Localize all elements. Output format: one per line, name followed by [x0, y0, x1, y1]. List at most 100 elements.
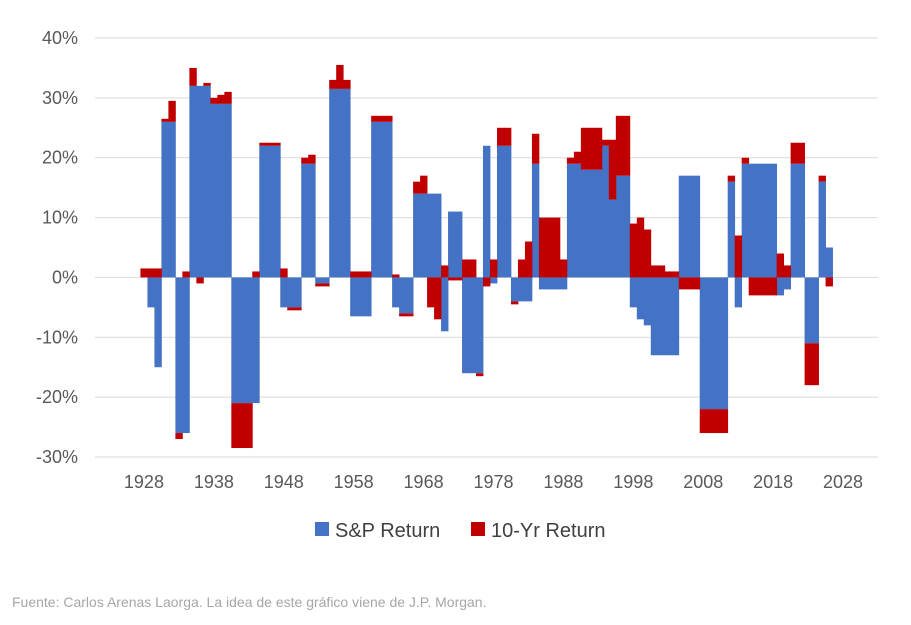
bar-sp-return — [741, 163, 750, 278]
bar-sp-return — [210, 103, 218, 278]
bar-10yr-return — [706, 409, 715, 434]
bar-sp-return — [182, 277, 190, 434]
bar-sp-return — [301, 163, 309, 278]
bar-10yr-return — [294, 307, 302, 311]
bar-10yr-return — [762, 277, 771, 296]
x-tick-label: 1958 — [334, 472, 374, 492]
bar-10yr-return — [699, 409, 708, 434]
bar-10yr-return — [175, 433, 183, 440]
bar-10yr-return — [622, 115, 631, 176]
bar-sp-return — [175, 277, 183, 434]
bar-10yr-return — [720, 409, 729, 434]
bar-10yr-return — [559, 259, 568, 278]
bar-10yr-return — [580, 127, 589, 170]
bar-10yr-return — [608, 139, 617, 200]
bar-sp-return — [231, 277, 239, 404]
bar-sp-return — [811, 277, 819, 344]
bar-sp-return — [406, 277, 414, 314]
bar-10yr-return — [469, 259, 477, 278]
x-tick-label: 1928 — [124, 472, 164, 492]
bar-sp-return — [552, 277, 561, 290]
bar-10yr-return — [441, 265, 449, 278]
bar-10yr-return — [552, 217, 561, 278]
bar-sp-return — [825, 247, 833, 278]
bar-sp-return — [448, 211, 456, 278]
bar-sp-return — [196, 85, 204, 278]
bar-sp-return — [168, 121, 176, 278]
y-axis-tick-labels: -30% -20% -10% 0% 10% 20% 30% 40% — [36, 28, 78, 467]
bar-10yr-return — [510, 301, 519, 305]
bar-10yr-return — [685, 277, 694, 290]
bar-sp-return — [650, 277, 659, 356]
bar-10yr-return — [769, 277, 778, 296]
bar-sp-return — [189, 85, 197, 278]
bar-10yr-return — [350, 271, 358, 278]
bar-10yr-return — [783, 265, 792, 278]
bar-10yr-return — [531, 133, 540, 164]
bar-10yr-return — [462, 259, 470, 278]
source-note: Fuente: Carlos Arenas Laorga. La idea de… — [12, 594, 487, 610]
bar-10yr-return — [748, 277, 757, 296]
bar-sp-return — [469, 277, 477, 374]
bar-sp-return — [671, 277, 680, 356]
bar-10yr-return — [538, 217, 547, 278]
bar-sp-return — [455, 211, 463, 278]
bar-10yr-return — [217, 94, 225, 104]
bar-sp-return — [238, 277, 246, 404]
bar-sp-return — [294, 277, 302, 308]
bar-sp-return — [629, 277, 638, 308]
bar-sp-return — [224, 103, 232, 278]
bar-sp-return — [608, 199, 617, 278]
bar-10yr-return — [147, 268, 155, 278]
bar-10yr-return — [364, 271, 372, 278]
bar-10yr-return — [566, 157, 575, 164]
bar-10yr-return — [671, 271, 680, 278]
bar-sp-return — [483, 145, 491, 278]
bar-10yr-return — [636, 217, 645, 278]
bar-10yr-return — [189, 67, 197, 86]
x-tick-label: 2028 — [823, 472, 863, 492]
y-tick-label: 30% — [42, 88, 78, 108]
bar-10yr-return — [413, 181, 421, 194]
bar-10yr-return — [755, 277, 764, 296]
bar-sp-return — [601, 145, 610, 278]
bar-10yr-return — [594, 127, 603, 170]
bar-10yr-return — [266, 142, 274, 146]
bar-sp-return — [217, 103, 225, 278]
bar-10yr-return — [587, 127, 596, 170]
bar-10yr-return — [252, 271, 260, 278]
bar-sp-return — [350, 277, 358, 317]
bar-10yr-return — [182, 271, 190, 278]
bar-sp-return — [706, 277, 715, 410]
bar-10yr-return — [629, 223, 638, 278]
y-tick-label: -20% — [36, 387, 78, 407]
bar-sp-return — [573, 163, 582, 278]
bar-sp-return — [399, 277, 407, 314]
bar-sp-return — [357, 277, 365, 317]
x-tick-label: 1948 — [264, 472, 304, 492]
bar-10yr-return — [406, 313, 414, 317]
bar-10yr-return — [804, 343, 812, 386]
bar-10yr-return — [713, 409, 722, 434]
bar-sp-return — [685, 175, 694, 278]
bar-sp-return — [378, 121, 386, 278]
y-tick-label: -30% — [36, 447, 78, 467]
bar-10yr-return — [259, 142, 267, 146]
bar-sp-return — [776, 277, 785, 296]
bar-sp-return — [790, 163, 799, 278]
bar-sp-return — [664, 277, 673, 356]
bar-10yr-return — [245, 403, 253, 449]
bar-10yr-return — [336, 64, 344, 89]
bar-sp-return — [203, 85, 211, 278]
bar-sp-return — [727, 181, 736, 278]
bar-sp-return — [797, 163, 805, 278]
legend-label-sp-return: S&P Return — [335, 520, 440, 542]
bar-sp-return — [818, 181, 826, 278]
bar-10yr-return — [811, 343, 819, 386]
bar-sp-return — [336, 88, 344, 278]
bar-sp-return — [762, 163, 771, 278]
bar-sp-return — [273, 145, 281, 278]
bar-10yr-return — [825, 277, 833, 287]
bar-sp-return — [496, 145, 505, 278]
bar-10yr-return — [776, 253, 785, 278]
